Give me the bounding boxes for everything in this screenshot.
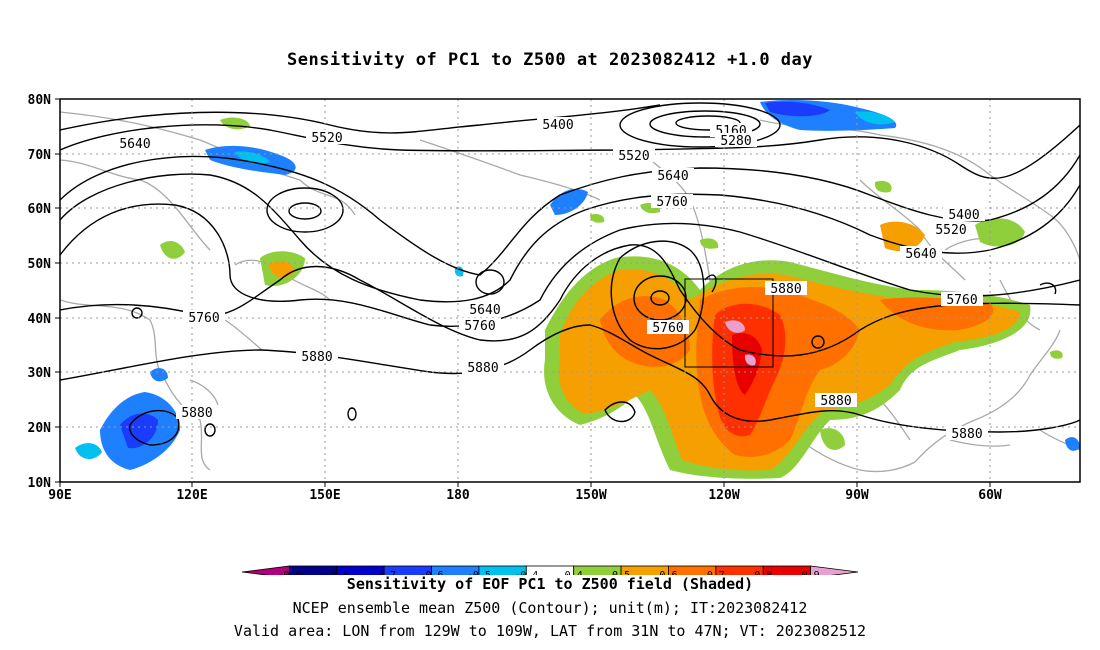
svg-text:5400: 5400 bbox=[542, 118, 573, 133]
colorbar-tick-label: 0.4 bbox=[565, 570, 583, 575]
lat-label: 80N bbox=[28, 93, 52, 108]
lon-label: 150E bbox=[309, 488, 340, 503]
contour-label: 5880 bbox=[176, 405, 218, 421]
colorbar-tick-label: 0.8 bbox=[754, 570, 772, 575]
lon-label: 150W bbox=[575, 488, 606, 503]
svg-text:5880: 5880 bbox=[467, 361, 498, 376]
contour-label: 5760 bbox=[941, 292, 983, 308]
svg-text:5880: 5880 bbox=[951, 427, 982, 442]
svg-text:5880: 5880 bbox=[770, 282, 801, 297]
colorbar-tick-label: -0.4 bbox=[514, 570, 538, 575]
colorbar-tick-label: -0.7 bbox=[372, 570, 396, 575]
svg-text:5760: 5760 bbox=[946, 293, 977, 308]
contour-label: 5880 bbox=[946, 426, 988, 442]
lon-label: 120E bbox=[176, 488, 207, 503]
contour-label: 5280 bbox=[715, 133, 757, 149]
svg-text:5760: 5760 bbox=[652, 321, 683, 336]
contour-label: 5400 bbox=[537, 117, 579, 133]
contour-label: 5760 bbox=[183, 310, 225, 326]
colorbar-tick-label: 0.6 bbox=[659, 570, 677, 575]
colorbar-tick-label: 0.5 bbox=[612, 570, 630, 575]
colorbar-tick-label: -0.9 bbox=[277, 570, 301, 575]
contour-label: 5760 bbox=[647, 320, 689, 336]
plot-border bbox=[59, 98, 1081, 483]
lat-label: 10N bbox=[28, 476, 52, 491]
lat-axis-labels: 80N 70N 60N 50N 40N 30N 20N 10N bbox=[28, 93, 52, 491]
svg-text:5880: 5880 bbox=[820, 394, 851, 409]
colorbar-swatch bbox=[810, 565, 859, 575]
contour-label: 5640 bbox=[652, 168, 694, 184]
colorbar-tick-label: -0.6 bbox=[419, 570, 443, 575]
contour-label: 5640 bbox=[464, 302, 506, 318]
sensitivity-map: 5160 5280 5400 5400 5520 5520 5520 5640 … bbox=[28, 93, 1081, 575]
contour-labels: 5160 5280 5400 5400 5520 5520 5520 5640 … bbox=[114, 117, 988, 442]
svg-text:5520: 5520 bbox=[935, 223, 966, 238]
lon-axis-labels: 90E 120E 150E 180 150W 120W 90W 60W bbox=[48, 488, 1002, 503]
axis-ticks bbox=[55, 98, 991, 487]
svg-text:5640: 5640 bbox=[905, 247, 936, 262]
svg-text:5400: 5400 bbox=[948, 208, 979, 223]
contour-label: 5520 bbox=[306, 130, 348, 146]
lat-label: 70N bbox=[28, 148, 52, 163]
svg-text:5640: 5640 bbox=[657, 169, 688, 184]
svg-text:5520: 5520 bbox=[618, 149, 649, 164]
svg-text:5760: 5760 bbox=[188, 311, 219, 326]
contour-label: 5880 bbox=[296, 349, 338, 365]
contour-label: 5520 bbox=[613, 148, 655, 164]
contour-label: 5640 bbox=[900, 246, 942, 262]
svg-text:5880: 5880 bbox=[181, 406, 212, 421]
caption-shading: Sensitivity of EOF PC1 to Z500 field (Sh… bbox=[346, 575, 754, 593]
svg-text:5640: 5640 bbox=[119, 137, 150, 152]
positive-sensitivity-shading bbox=[160, 117, 1063, 479]
colorbar-tick-label: 0.7 bbox=[707, 570, 725, 575]
colorbar: -0.9 -0.8 -0.7 -0.6 -0.5 -0.4 0.4 0.5 0.6 0.7 0.8 0… bbox=[241, 565, 859, 575]
caption-contour: NCEP ensemble mean Z500 (Contour); unit(… bbox=[292, 599, 808, 617]
contour-label: 5880 bbox=[815, 393, 857, 409]
lat-label: 30N bbox=[28, 366, 52, 381]
lat-label: 60N bbox=[28, 202, 52, 217]
gridlines bbox=[60, 99, 1080, 482]
lat-label: 40N bbox=[28, 312, 52, 327]
contour-label: 5760 bbox=[651, 194, 693, 210]
negative-sensitivity-shading bbox=[75, 100, 1080, 470]
contour-label: 5640 bbox=[114, 136, 156, 152]
chart-title: Sensitivity of PC1 to Z500 at 2023082412… bbox=[286, 50, 813, 70]
contour-label: 5880 bbox=[462, 360, 504, 376]
svg-text:5760: 5760 bbox=[464, 319, 495, 334]
lon-label: 180 bbox=[446, 488, 470, 503]
svg-text:5760: 5760 bbox=[656, 195, 687, 210]
contour-label: 5520 bbox=[930, 222, 972, 238]
svg-text:5640: 5640 bbox=[469, 303, 500, 318]
lon-label: 90E bbox=[48, 488, 71, 503]
lon-label: 60W bbox=[978, 488, 1002, 503]
lon-label: 120W bbox=[708, 488, 739, 503]
colorbar-tick-label: -0.5 bbox=[467, 570, 491, 575]
lat-label: 20N bbox=[28, 421, 52, 436]
svg-text:5280: 5280 bbox=[720, 134, 751, 149]
contour-label: 5880 bbox=[765, 281, 807, 297]
contour-label: 5760 bbox=[459, 318, 501, 334]
lat-label: 50N bbox=[28, 257, 52, 272]
colorbar-tick-label: 0.9 bbox=[802, 570, 820, 575]
lon-label: 90W bbox=[845, 488, 869, 503]
colorbar-tick-label: -0.8 bbox=[325, 570, 349, 575]
svg-text:5880: 5880 bbox=[301, 350, 332, 365]
svg-text:5520: 5520 bbox=[311, 131, 342, 146]
contour-label: 5400 bbox=[943, 207, 985, 223]
caption-valid-area: Valid area: LON from 129W to 109W, LAT f… bbox=[233, 622, 867, 640]
